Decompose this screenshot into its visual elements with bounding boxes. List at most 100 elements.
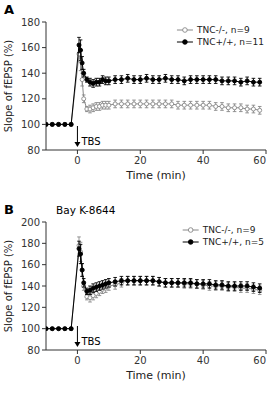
y-tick-label: 120 (21, 93, 40, 104)
error-bar (195, 76, 199, 84)
point (195, 282, 199, 286)
error-bar (63, 123, 67, 126)
error-bar (164, 100, 168, 108)
x-tick-label: 60 (253, 155, 266, 166)
error-bar (182, 279, 186, 288)
point (207, 103, 211, 107)
error-bar (151, 276, 155, 285)
point (46, 122, 48, 126)
legend-label: TNC+/+, n=5 (202, 237, 264, 247)
point (119, 279, 123, 283)
point (132, 102, 136, 106)
point (126, 102, 130, 106)
y-tick (42, 124, 46, 125)
point (132, 279, 136, 283)
point (113, 280, 117, 284)
y-tick-label: 180 (21, 238, 40, 249)
x-tick (77, 350, 78, 354)
point (80, 268, 84, 272)
error-bar (201, 280, 205, 289)
point (226, 79, 230, 83)
error-bar (220, 103, 224, 111)
x-tick (140, 350, 141, 354)
error-bar (57, 328, 61, 330)
error-bar (208, 280, 212, 289)
point (119, 78, 123, 82)
error-bar (120, 100, 124, 108)
error-bar (208, 282, 212, 291)
error-bar (170, 100, 174, 108)
error-bar (69, 328, 73, 330)
error-bar (50, 123, 54, 126)
y-tick-label: 140 (21, 281, 40, 292)
point (201, 282, 205, 286)
point (251, 107, 255, 111)
error-bar (176, 279, 180, 288)
point (157, 280, 161, 284)
point (50, 327, 54, 331)
error-bar (176, 101, 180, 109)
error-bar (145, 100, 149, 108)
error-bar (157, 76, 161, 84)
plot-area (46, 237, 262, 331)
point (220, 79, 224, 83)
error-bar (157, 277, 161, 286)
point (119, 102, 123, 106)
error-bar (132, 276, 136, 285)
point (176, 103, 180, 107)
error-bar (258, 78, 262, 86)
error-bar (113, 277, 117, 286)
error-bar (63, 328, 67, 330)
error-bar (214, 281, 218, 290)
point (151, 78, 155, 82)
point (69, 122, 73, 126)
error-bar (252, 105, 256, 113)
error-bar (113, 100, 117, 108)
error-bar (252, 78, 256, 86)
point (207, 78, 211, 82)
error-bar (176, 76, 180, 84)
figure: 801001201401601800204060Time (min)Slope … (0, 0, 276, 400)
error-bar (120, 76, 124, 84)
point (82, 97, 86, 101)
point (82, 281, 86, 285)
legend-marker (183, 40, 188, 45)
point (113, 102, 117, 106)
point (176, 78, 180, 82)
point (107, 79, 111, 83)
error-bar (214, 76, 218, 84)
point (245, 107, 249, 111)
y-axis-label: Slope of fEPSP (%) (3, 240, 14, 333)
x-tick-label: 0 (74, 355, 80, 366)
plot-area (46, 37, 262, 126)
point (157, 78, 161, 82)
point (107, 103, 111, 107)
error-bar (69, 328, 73, 330)
point (132, 279, 136, 283)
point (138, 279, 142, 283)
annotation: TBS (80, 336, 100, 347)
error-bar (126, 100, 130, 108)
y-tick-label: 100 (21, 323, 40, 334)
y-tick-label: 160 (21, 42, 40, 53)
error-bar (233, 282, 237, 291)
panel-label: B (4, 202, 14, 217)
series (46, 241, 262, 330)
point (80, 268, 84, 272)
y-tick (42, 47, 46, 48)
error-bar (201, 76, 205, 84)
point (182, 281, 186, 285)
error-bar (46, 328, 48, 330)
y-tick-label: 100 (21, 119, 40, 130)
y-tick-label: 160 (21, 259, 40, 270)
x-axis-line (46, 150, 266, 151)
point (126, 279, 130, 283)
point (239, 284, 243, 288)
point (201, 78, 205, 82)
error-bar (107, 279, 111, 288)
point (50, 122, 54, 126)
point (69, 327, 73, 331)
annotation-arrowhead (74, 142, 80, 147)
x-axis-line (46, 350, 266, 351)
point (113, 78, 117, 82)
